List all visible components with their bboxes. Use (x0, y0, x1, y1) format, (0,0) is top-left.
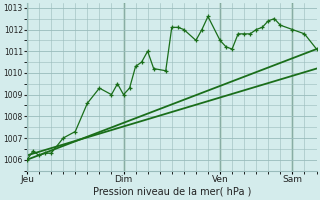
X-axis label: Pression niveau de la mer( hPa ): Pression niveau de la mer( hPa ) (92, 187, 251, 197)
